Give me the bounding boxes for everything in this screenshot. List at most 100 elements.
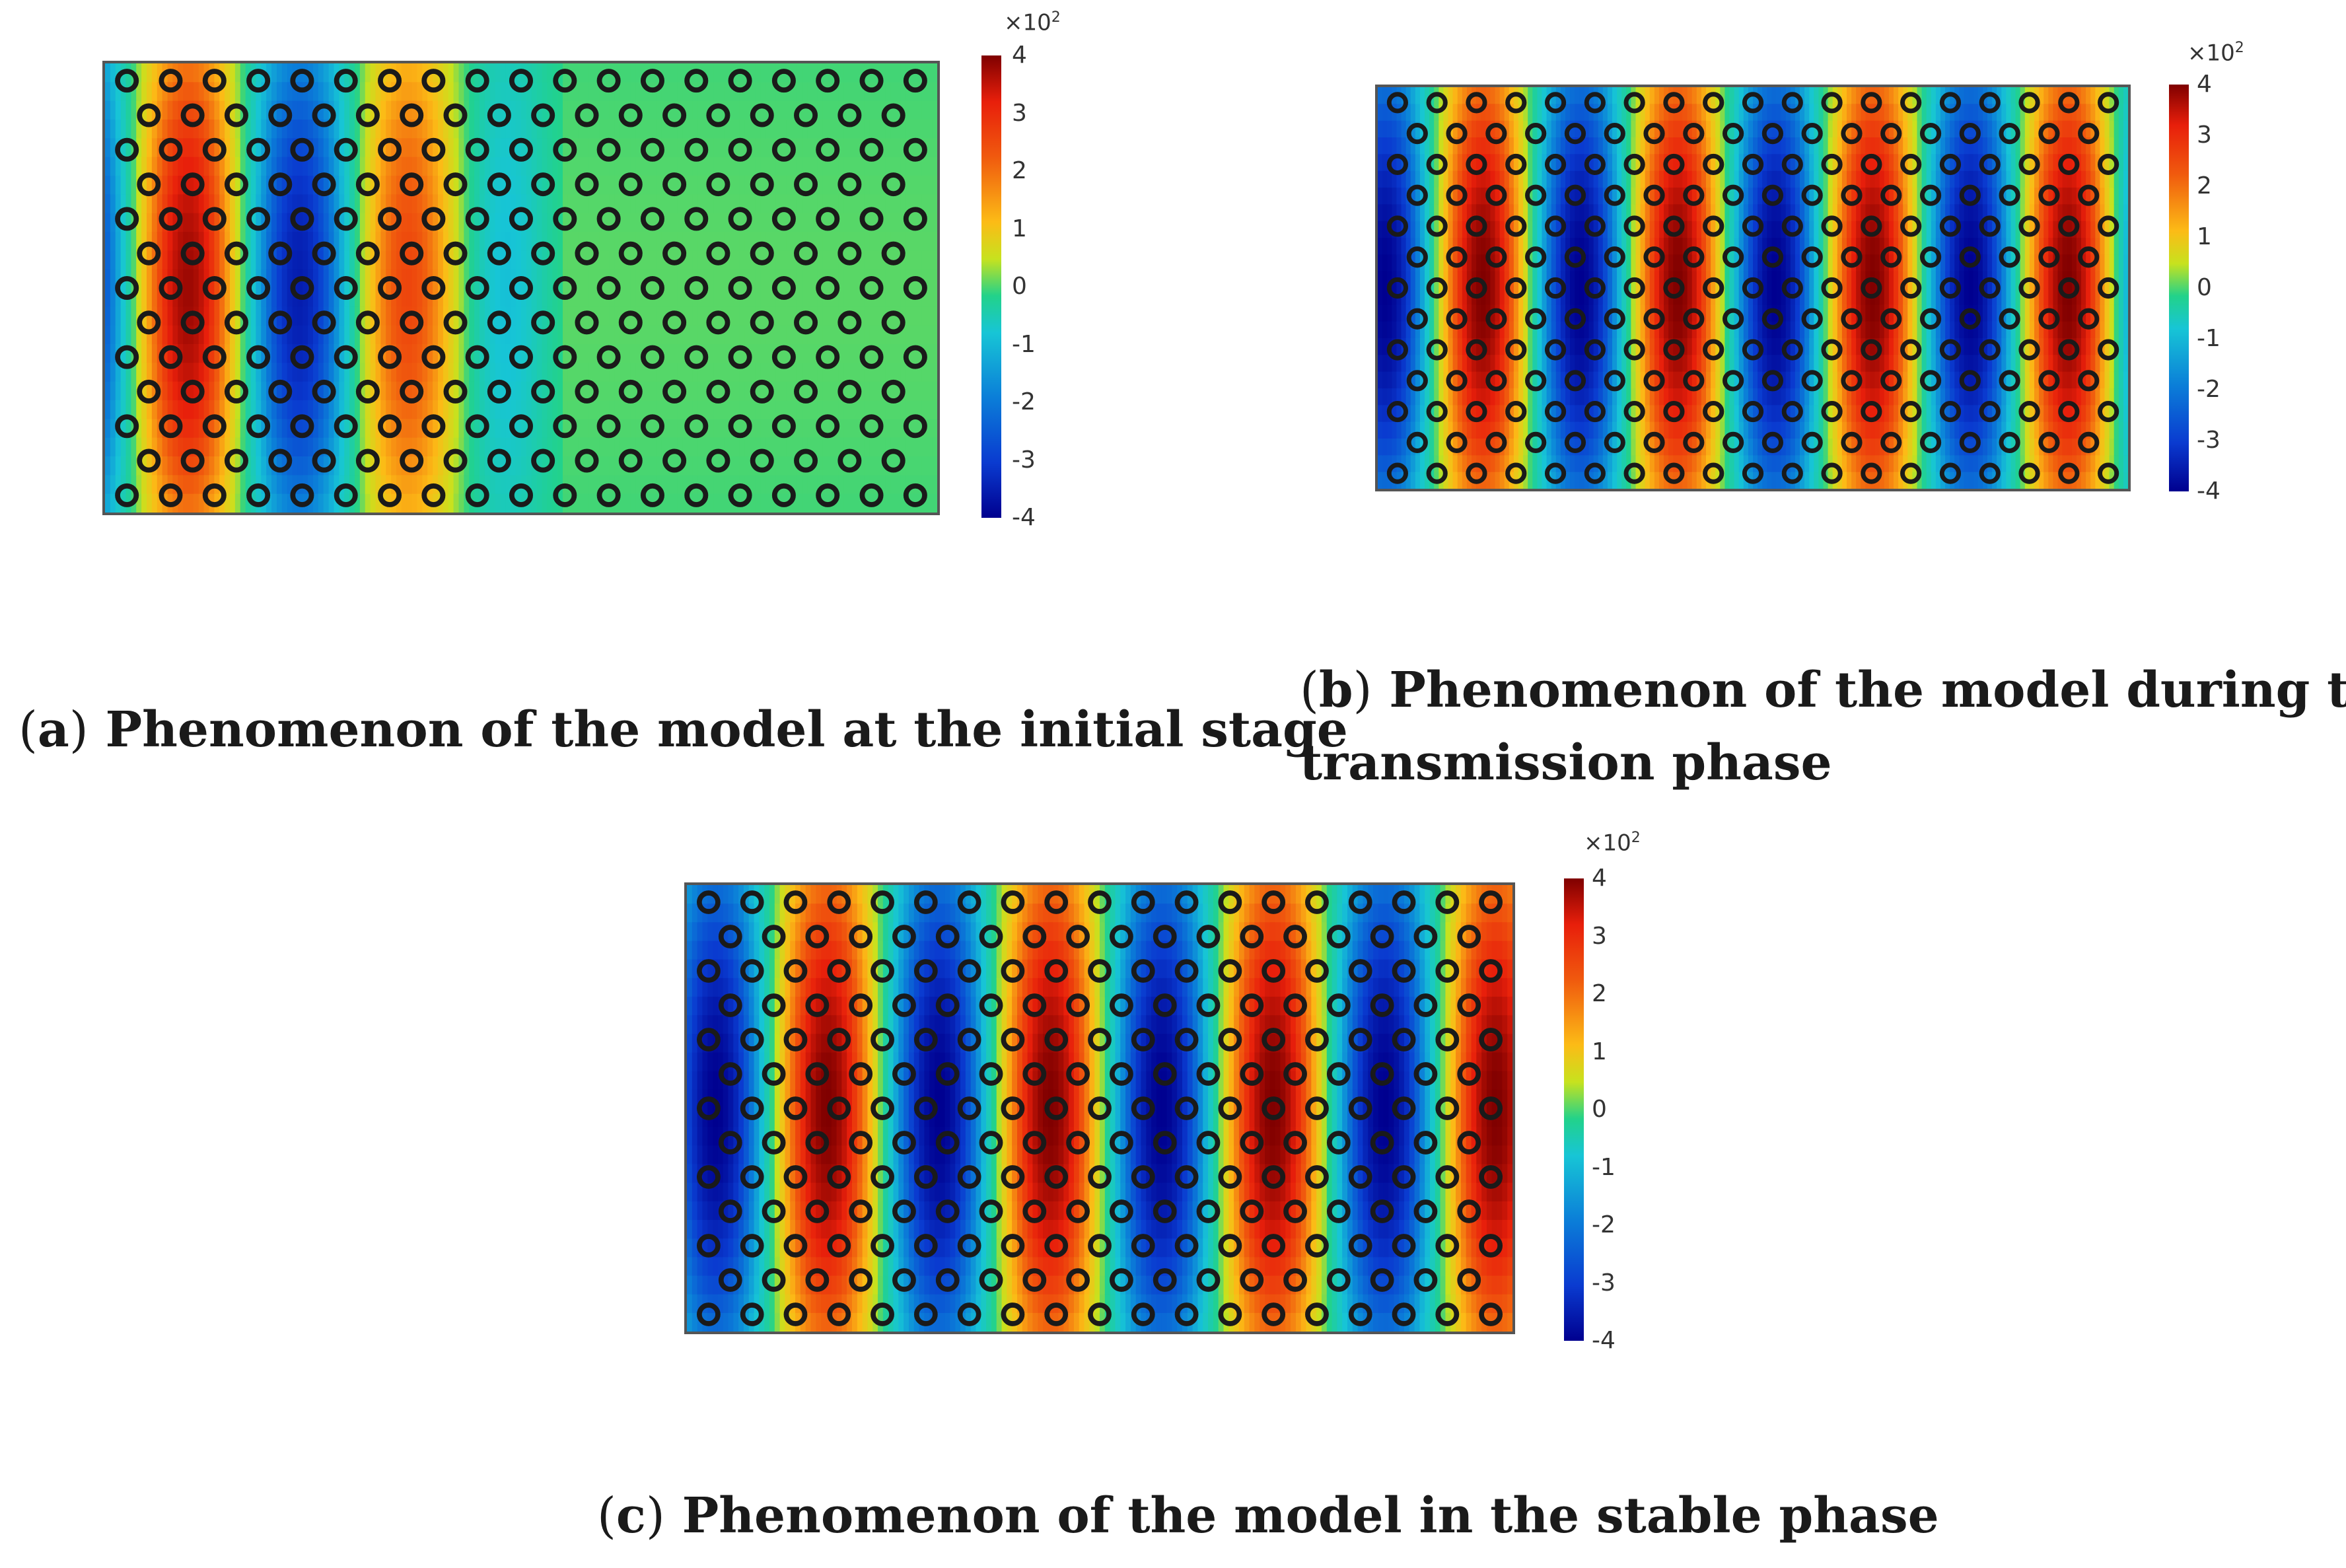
scatterer-ring [268, 103, 293, 127]
field-cell [542, 138, 548, 158]
field-cell [890, 269, 896, 289]
field-cell [136, 493, 143, 513]
field-cell [1415, 472, 1421, 489]
field-cell [458, 475, 465, 495]
field-cell [812, 419, 818, 439]
field-cell [781, 176, 787, 196]
field-cell [469, 363, 476, 382]
field-cell [147, 306, 153, 326]
field-cell [1448, 421, 1454, 439]
field-cell [1457, 204, 1463, 222]
field-cell [480, 194, 485, 214]
field-cell [1499, 154, 1505, 172]
field-cell [1378, 170, 1384, 188]
field-cell [859, 363, 865, 382]
field-cell [817, 194, 824, 214]
field-cell [391, 213, 397, 232]
field-cell [588, 100, 595, 120]
field-cell [380, 306, 387, 326]
field-cell [1485, 238, 1491, 256]
field-cell [526, 288, 532, 308]
field-cell [521, 437, 527, 457]
scatterer-ring [421, 137, 446, 162]
field-cell [604, 176, 610, 196]
field-cell [339, 176, 345, 196]
field-cell [1542, 288, 1547, 306]
scatterer-ring [268, 379, 293, 404]
field-cell [677, 363, 684, 382]
field-cell [433, 100, 439, 120]
field-cell [245, 157, 252, 176]
field-cell [245, 82, 252, 102]
field-cell [885, 381, 892, 401]
field-cell [666, 400, 673, 420]
field-cell [1405, 338, 1411, 356]
field-cell [854, 63, 860, 83]
field-cell [411, 344, 418, 364]
field-cell [141, 232, 147, 252]
field-cell [474, 419, 480, 439]
field-cell [646, 176, 652, 196]
field-cell [797, 493, 803, 513]
scatterer-ring [159, 137, 183, 162]
field-cell [1415, 288, 1421, 306]
field-cell [614, 400, 621, 420]
field-cell [791, 157, 798, 176]
field-cell [744, 400, 751, 420]
field-cell [542, 419, 548, 439]
field-cell [458, 363, 465, 382]
field-cell [234, 194, 241, 214]
field-cell [136, 344, 143, 364]
field-cell [1392, 388, 1398, 406]
field-cell [567, 232, 574, 252]
field-cell [656, 82, 662, 102]
field-cell [786, 176, 793, 196]
field-cell [131, 306, 137, 326]
field-cell [1551, 154, 1557, 172]
field-cell [666, 213, 673, 232]
scatterer-ring [290, 414, 314, 439]
field-cell [505, 475, 512, 495]
scatterer-ring [246, 483, 271, 507]
field-cell [583, 456, 590, 476]
field-cell [734, 176, 740, 196]
field-cell [1452, 304, 1458, 322]
field-cell [620, 194, 626, 214]
field-cell [703, 100, 709, 120]
field-cell [422, 176, 429, 196]
field-cell [1499, 472, 1505, 489]
field-cell [359, 288, 366, 308]
field-cell [682, 456, 688, 476]
field-cell [334, 475, 340, 495]
field-cell [557, 176, 563, 196]
field-cell [854, 400, 860, 420]
field-cell [672, 306, 678, 326]
field-cell [157, 363, 163, 382]
field-cell [583, 82, 590, 102]
field-cell [563, 306, 569, 326]
field-cell [719, 475, 725, 495]
field-cell [775, 437, 782, 457]
field-cell [375, 306, 382, 326]
field-cell [1495, 455, 1501, 473]
field-cell [110, 232, 116, 252]
field-cell [864, 176, 871, 196]
field-cell [1410, 421, 1416, 439]
field-cell [641, 82, 647, 102]
field-cell [1457, 154, 1463, 172]
field-cell [854, 194, 860, 214]
field-cell [162, 157, 168, 176]
field-cell [526, 250, 532, 270]
field-cell [339, 120, 345, 139]
field-cell [157, 475, 163, 495]
field-cell [817, 82, 824, 102]
field-cell [188, 176, 194, 196]
field-cell [339, 138, 345, 158]
field-cell [1457, 405, 1463, 423]
field-cell [359, 344, 366, 364]
field-cell [1439, 170, 1444, 188]
field-cell [775, 363, 782, 382]
field-cell [599, 437, 605, 457]
field-cell [1542, 87, 1547, 105]
field-cell [812, 269, 818, 289]
